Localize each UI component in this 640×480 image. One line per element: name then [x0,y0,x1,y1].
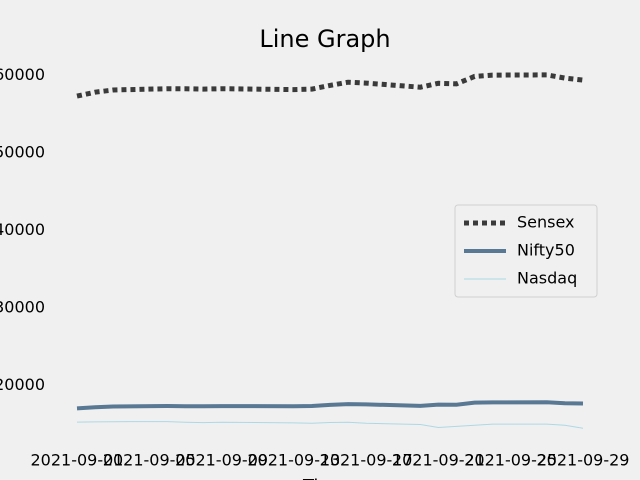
x-tick-label: 2021-09-13 [247,451,340,470]
x-tick-label: 2021-09-17 [320,451,413,470]
legend-label: Nifty50 [517,241,575,260]
legend: Sensex Nifty50 Nasdaq [454,204,598,298]
y-tick-label: 50000 [0,143,45,162]
x-tick-label: 2021-09-05 [103,451,196,470]
chart-title: Line Graph [259,25,390,53]
line-series [76,72,584,99]
x-tick-label: 2021-09-09 [175,451,268,470]
y-tick-label: 40000 [0,220,45,239]
legend-box [454,204,598,298]
y-tick-label: 20000 [0,375,45,394]
legend-label: Sensex [517,213,575,232]
legend-label: Nasdaq [517,269,577,288]
x-tick-label: 2021-09-21 [392,451,485,470]
x-tick-label: 2021-09-29 [537,451,630,470]
x-axis-label: Time [302,476,347,480]
x-tick-label: 2021-09-25 [464,451,557,470]
x-tick-label: 2021-09-01 [31,451,124,470]
y-tick-label: 60000 [0,65,45,84]
line-series [76,421,584,429]
y-tick-label: 30000 [0,298,45,317]
line-series [76,400,584,411]
